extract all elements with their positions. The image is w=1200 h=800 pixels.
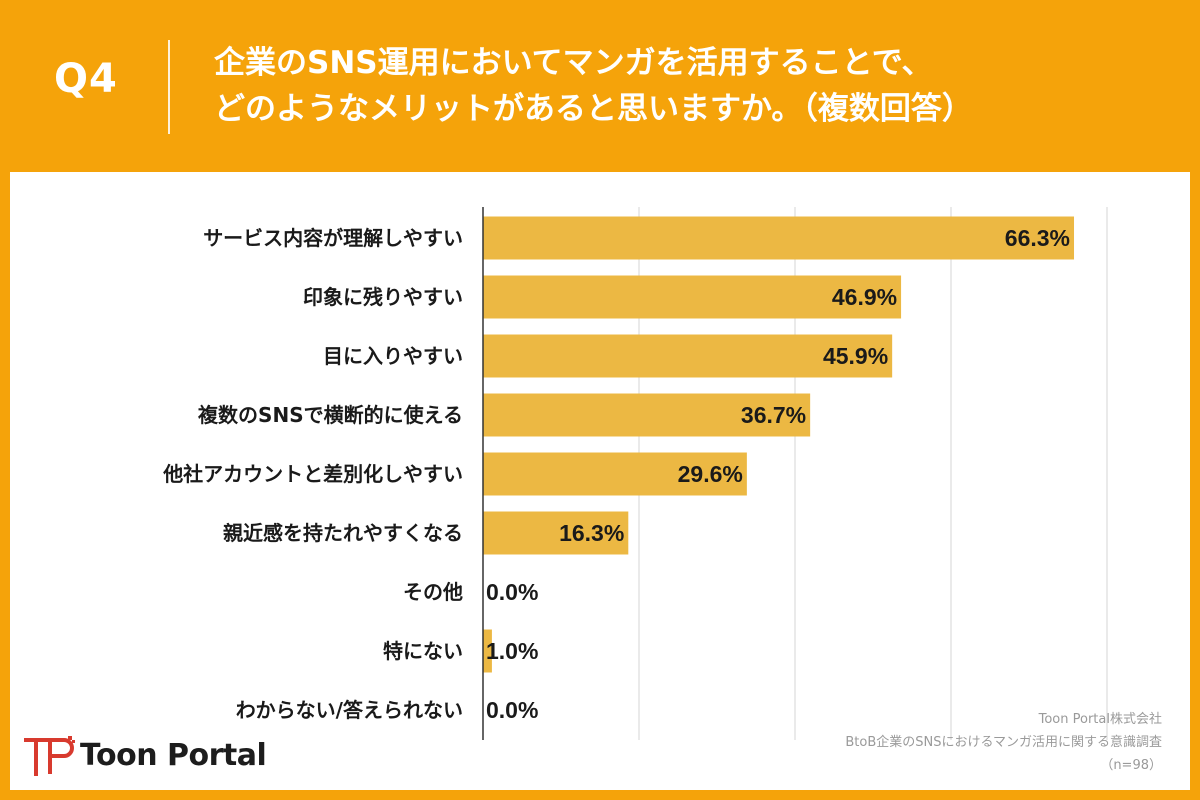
question-title-line-1: 企業のSNS運用においてマンガを活用することで、 bbox=[214, 45, 933, 81]
question-title: 企業のSNS運用においてマンガを活用することで、 どのようなメリットがあると思い… bbox=[214, 40, 1174, 132]
source-survey: BtoB企業のSNSにおけるマンガ活用に関する意識調査 bbox=[845, 735, 1162, 750]
bar bbox=[483, 452, 747, 496]
category-label: サービス内容が理解しやすい bbox=[203, 226, 463, 250]
bar bbox=[483, 216, 1075, 260]
data-label: 45.9% bbox=[823, 343, 888, 369]
data-label: 16.3% bbox=[559, 520, 624, 546]
bar bbox=[483, 511, 629, 555]
bar bbox=[483, 393, 811, 437]
logo-text: Toon Portal bbox=[80, 738, 267, 773]
bar bbox=[483, 334, 893, 378]
category-label: 目に入りやすい bbox=[323, 344, 463, 368]
data-label: 0.0% bbox=[486, 697, 538, 723]
toon-portal-logo-icon bbox=[24, 736, 75, 776]
category-label: 特にない bbox=[383, 639, 463, 663]
question-label: Q4 bbox=[54, 56, 118, 102]
question-title-line-2: どのようなメリットがあると思いますか。（複数回答） bbox=[214, 91, 973, 127]
category-label: わからない/答えられない bbox=[236, 698, 463, 722]
source-sample: （n=98） bbox=[1100, 758, 1162, 773]
category-label: 他社アカウントと差別化しやすい bbox=[162, 462, 463, 486]
header: Q4 企業のSNS運用においてマンガを活用することで、 どのようなメリットがある… bbox=[0, 0, 1200, 168]
category-label: 印象に残りやすい bbox=[303, 285, 463, 309]
data-label: 0.0% bbox=[486, 579, 538, 605]
category-label: 複数のSNSで横断的に使える bbox=[198, 403, 463, 427]
data-label: 1.0% bbox=[486, 638, 538, 664]
bar bbox=[483, 275, 902, 319]
source-note: Toon Portal株式会社 BtoB企業のSNSにおけるマンガ活用に関する意… bbox=[845, 708, 1162, 777]
category-label: 親近感を持たれやすくなる bbox=[223, 521, 463, 545]
header-divider bbox=[168, 40, 170, 134]
data-label: 46.9% bbox=[832, 284, 897, 310]
source-company: Toon Portal株式会社 bbox=[1038, 712, 1162, 727]
bar bbox=[483, 629, 492, 673]
category-label: その他 bbox=[403, 580, 463, 604]
data-label: 66.3% bbox=[1005, 225, 1070, 251]
data-label: 36.7% bbox=[741, 402, 806, 428]
data-label: 29.6% bbox=[678, 461, 743, 487]
